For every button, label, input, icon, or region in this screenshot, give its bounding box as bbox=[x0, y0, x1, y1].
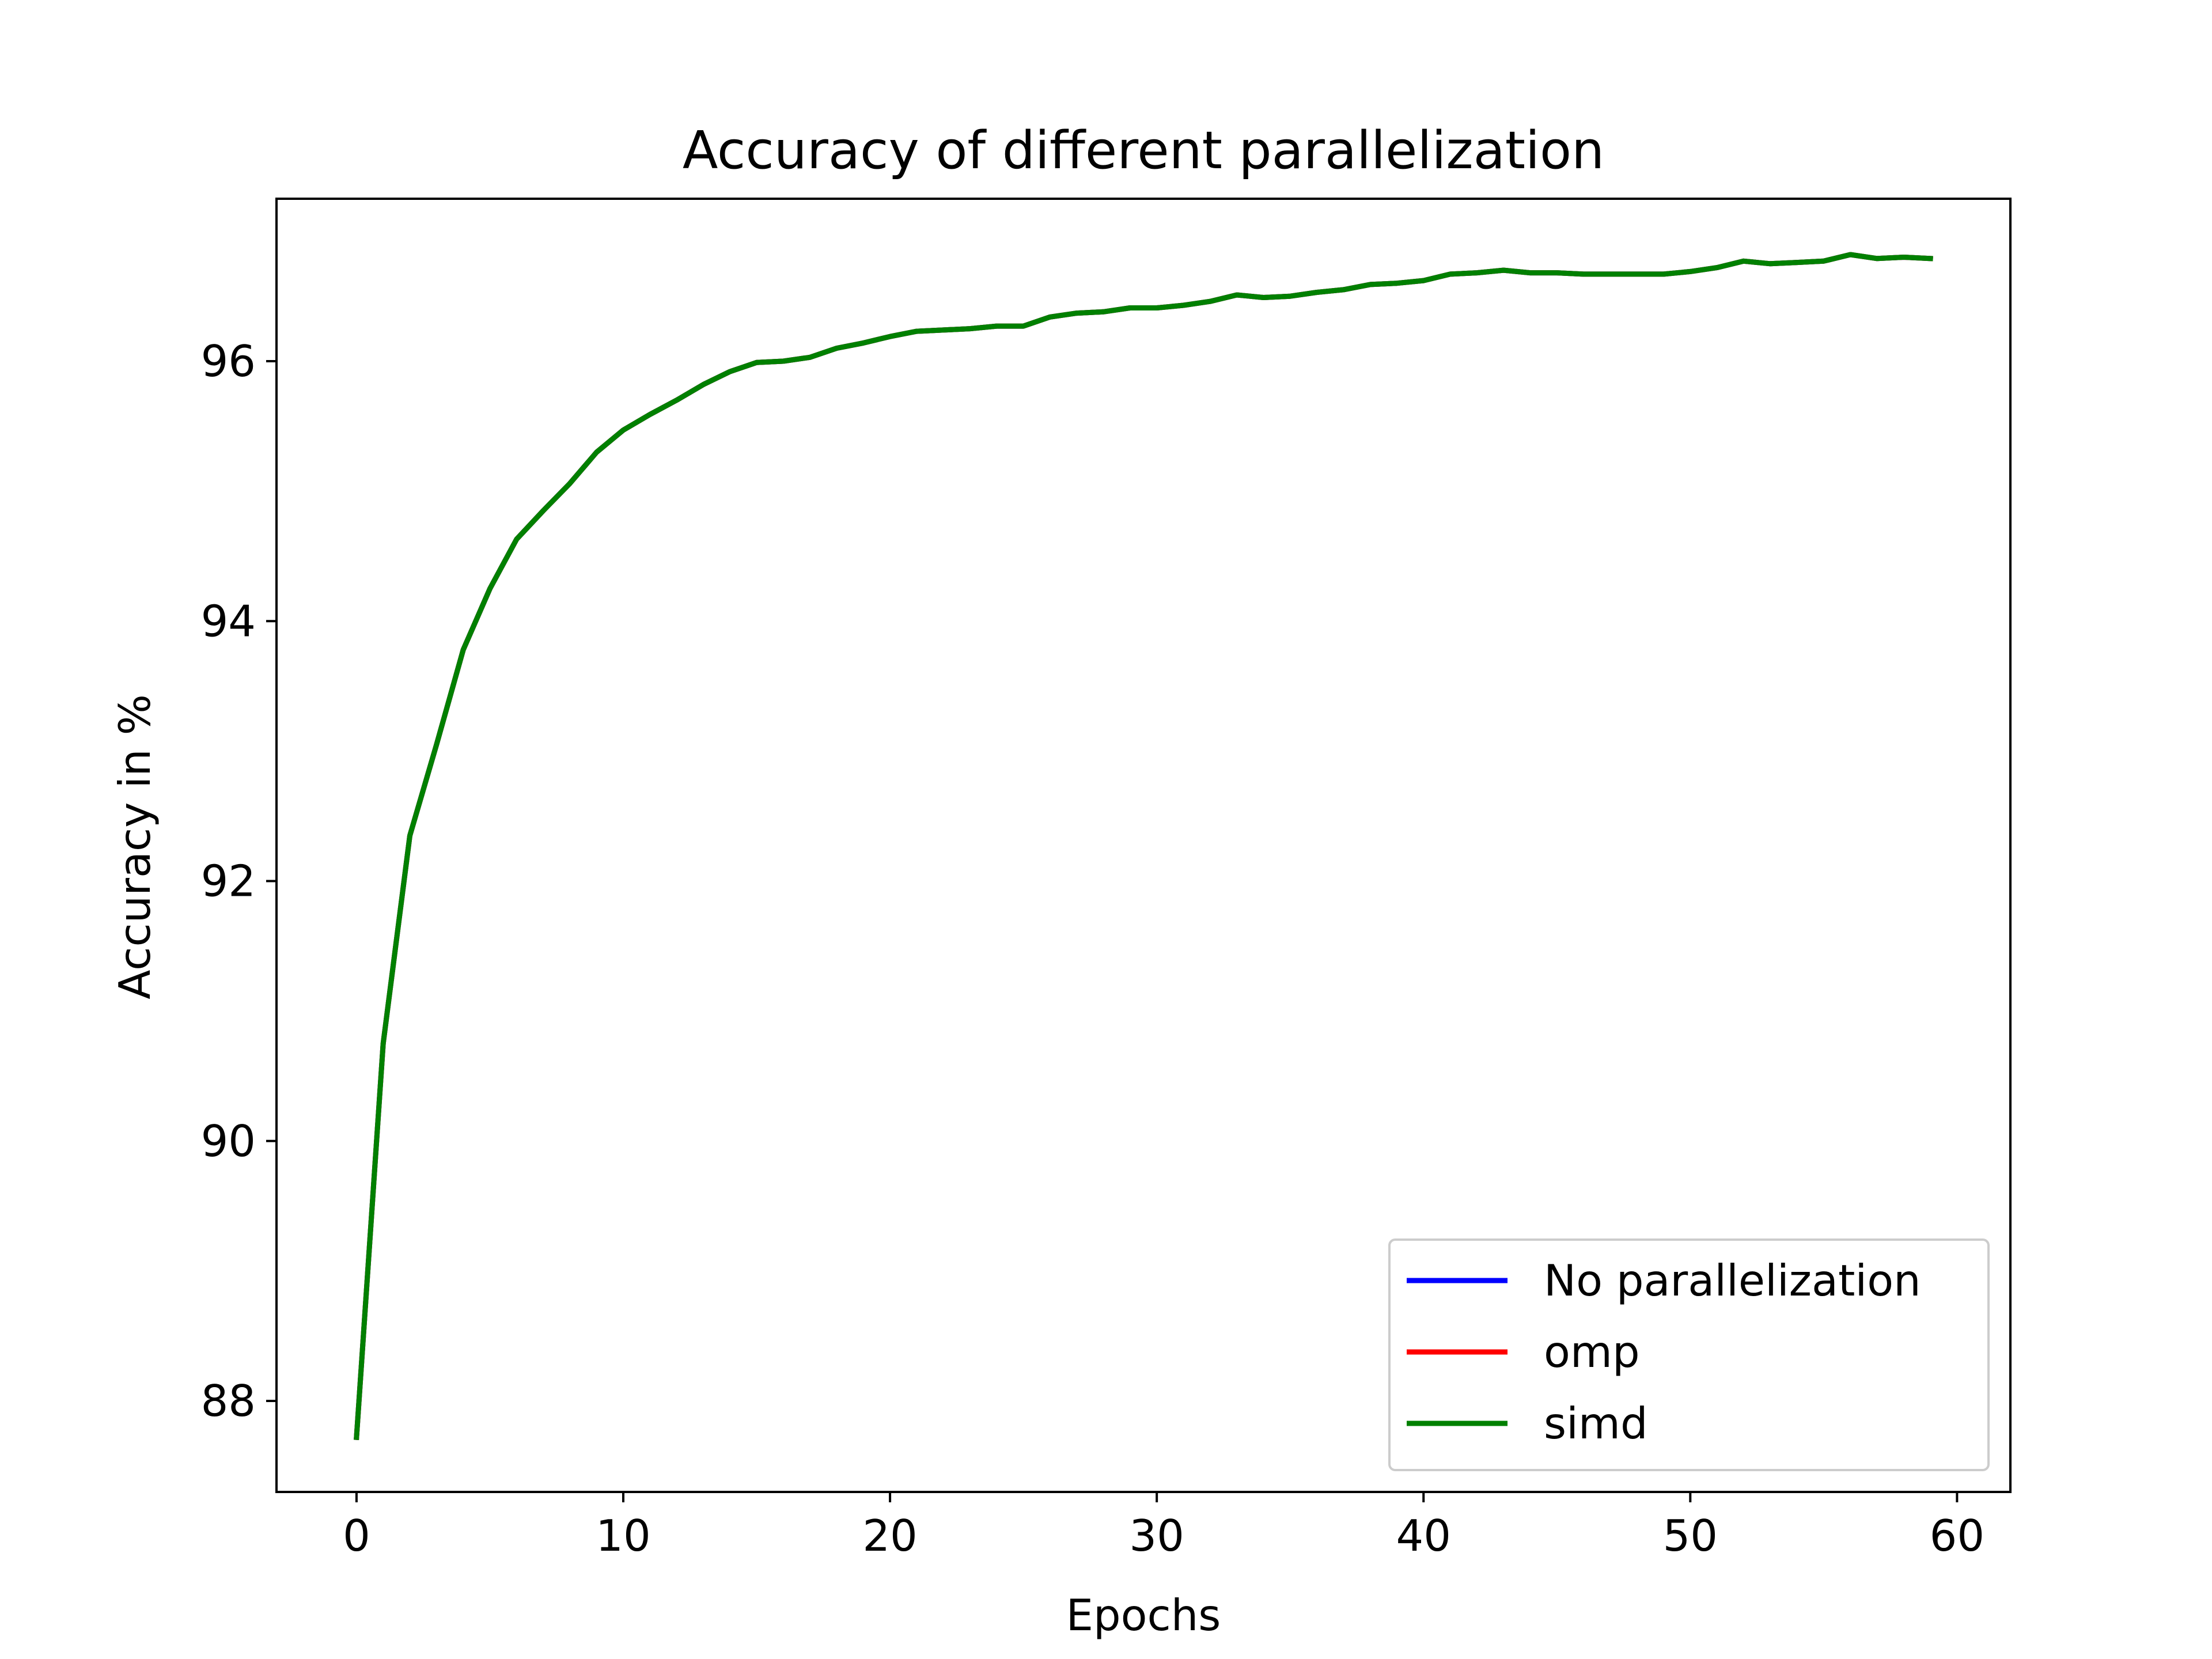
x-tick-label: 20 bbox=[862, 1510, 917, 1561]
legend-label: No parallelization bbox=[1544, 1255, 1921, 1306]
y-axis-label: Accuracy in % bbox=[109, 694, 160, 999]
legend-label: omp bbox=[1544, 1327, 1640, 1377]
x-tick-label: 0 bbox=[343, 1510, 370, 1561]
y-tick-label: 94 bbox=[201, 596, 256, 646]
y-tick-label: 88 bbox=[201, 1376, 256, 1426]
legend-label: simd bbox=[1544, 1398, 1648, 1449]
series-layer bbox=[354, 252, 1933, 1440]
legend-items: No parallelization omp simd bbox=[1407, 1255, 1921, 1449]
y-tick-label: 92 bbox=[201, 856, 256, 907]
legend: No parallelization omp simd bbox=[1388, 1238, 1990, 1471]
legend-frame bbox=[1388, 1238, 1990, 1471]
series-line-simd bbox=[354, 252, 1933, 1440]
x-tick-label: 60 bbox=[1930, 1510, 1984, 1561]
y-axis-ticks: 88 90 92 94 96 bbox=[201, 336, 276, 1426]
x-tick-label: 10 bbox=[596, 1510, 650, 1561]
x-tick-label: 40 bbox=[1396, 1510, 1451, 1561]
x-axis-label: Epochs bbox=[1066, 1590, 1221, 1641]
x-tick-label: 30 bbox=[1129, 1510, 1184, 1561]
x-tick-label: 50 bbox=[1663, 1510, 1718, 1561]
x-axis-ticks: 0 10 20 30 40 50 60 bbox=[343, 1492, 1984, 1561]
chart-title: Accuracy of different parallelization bbox=[683, 120, 1604, 181]
y-tick-label: 96 bbox=[201, 336, 256, 387]
plot-frame bbox=[275, 198, 2012, 1493]
y-tick-label: 90 bbox=[201, 1116, 256, 1166]
